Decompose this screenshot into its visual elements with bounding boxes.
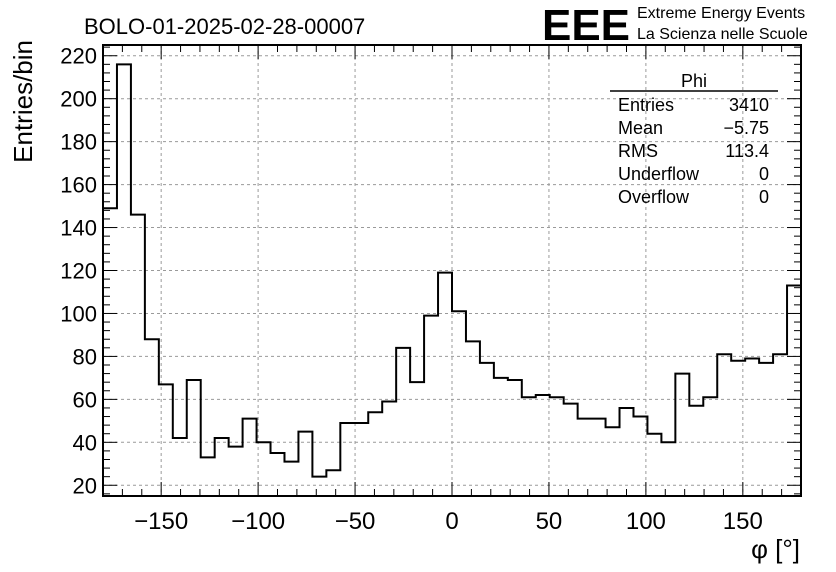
x-tick-label: 0	[445, 508, 458, 535]
x-tick-label: −150	[134, 508, 188, 535]
y-tick-label: 140	[60, 216, 97, 241]
histogram-bin	[103, 208, 117, 496]
histogram-bin	[187, 380, 201, 496]
histogram-bin	[298, 432, 312, 496]
stats-box: Phi Entries 3410 Mean −5.75 RMS 113.4 Underflo…	[610, 71, 778, 207]
y-tick-label: 80	[73, 344, 97, 369]
y-tick-label: 100	[60, 301, 97, 326]
y-tick-label: 200	[60, 87, 97, 112]
histogram-bin	[731, 361, 745, 496]
histogram-bin	[508, 380, 522, 496]
histogram-bin	[745, 359, 759, 496]
histogram-bin	[578, 419, 592, 496]
histogram-bin	[243, 419, 257, 496]
x-tick-label: −100	[231, 508, 285, 535]
histogram-outline	[103, 63, 801, 478]
run-title: BOLO-01-2025-02-28-00007	[84, 14, 365, 39]
histogram-bin	[703, 397, 717, 496]
stats-label: Mean	[618, 118, 663, 138]
x-tick-label: 50	[536, 508, 563, 535]
stats-label: Entries	[618, 95, 674, 115]
histogram-bin	[396, 348, 410, 496]
histogram-bin	[131, 215, 145, 496]
x-axis-label: φ [°]	[751, 534, 800, 564]
histogram-bin	[326, 470, 340, 496]
histogram-bin	[494, 378, 508, 496]
y-tick-label: 40	[73, 430, 97, 455]
histogram-bin	[229, 447, 243, 496]
x-tick-label: −50	[335, 508, 376, 535]
histogram-bin	[480, 363, 494, 496]
histogram-bin	[689, 406, 703, 496]
histogram-bin	[159, 384, 173, 496]
histogram-bin	[536, 395, 550, 496]
y-tick-label: 60	[73, 387, 97, 412]
histogram-bin	[620, 408, 634, 496]
histogram-bin	[675, 374, 689, 496]
stats-value: 113.4	[725, 141, 769, 161]
axis-ticks	[102, 45, 802, 496]
y-tick-label: 20	[73, 473, 97, 498]
histogram-bin	[145, 339, 159, 496]
stats-value: −5.75	[723, 118, 769, 138]
histogram-bin	[424, 316, 438, 496]
y-axis-label: Entries/bin	[8, 40, 38, 163]
stats-box-title: Phi	[681, 71, 707, 91]
histogram-bin	[550, 397, 564, 496]
histogram-bin	[117, 64, 131, 496]
histogram-series	[103, 63, 801, 496]
y-tick-label: 160	[60, 173, 97, 198]
histogram-bin	[354, 423, 368, 496]
eee-logo: EEE	[542, 1, 630, 50]
x-tick-label: 100	[626, 508, 666, 535]
x-tick-labels: −150 −100 −50 0 50 100 150	[134, 508, 763, 535]
histogram-bin	[717, 354, 731, 496]
stats-value: 0	[759, 187, 769, 207]
logo-subtitle-line2: La Scienza nelle Scuole	[637, 26, 808, 43]
histogram-bin	[633, 417, 647, 496]
y-tick-label: 120	[60, 259, 97, 284]
stats-label: Overflow	[618, 187, 690, 207]
histogram-bin	[201, 457, 215, 496]
histogram-bin	[340, 423, 354, 496]
x-tick-label: 150	[723, 508, 763, 535]
histogram-bin	[368, 412, 382, 496]
histogram-bin	[257, 442, 271, 496]
histogram-bin	[382, 402, 396, 496]
histogram-bin	[773, 354, 787, 496]
histogram-bin	[173, 438, 187, 496]
histogram-bin	[647, 434, 661, 496]
y-tick-labels: 20 40 60 80 100 120 140 160 180 200 220	[60, 44, 97, 499]
histogram-bin	[466, 341, 480, 496]
histogram-bin	[759, 363, 773, 496]
histogram-bin	[522, 397, 536, 496]
histogram-bin	[592, 419, 606, 496]
stats-value: 3410	[729, 95, 769, 115]
y-tick-label: 180	[60, 130, 97, 155]
histogram-bin	[215, 438, 229, 496]
stats-label: RMS	[618, 141, 658, 161]
histogram-bin	[606, 427, 620, 496]
stats-label: Underflow	[618, 164, 700, 184]
stats-value: 0	[759, 164, 769, 184]
histogram-bin	[452, 311, 466, 496]
histogram-bin	[312, 477, 326, 496]
histogram-bin	[661, 442, 675, 496]
logo-subtitle-line1: Extreme Energy Events	[637, 5, 805, 22]
histogram-bin	[410, 382, 424, 496]
histogram-bin	[284, 462, 298, 496]
histogram-bin	[564, 404, 578, 496]
histogram-bin	[438, 273, 452, 496]
y-tick-label: 220	[60, 44, 97, 69]
